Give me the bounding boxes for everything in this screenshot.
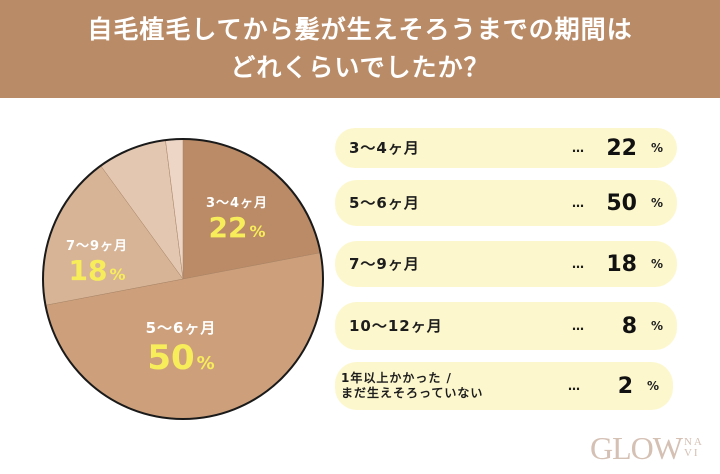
slice-label-7-9-months: 7〜9ヶ月 18% [65,239,129,287]
slice-label-3-4-months: 3〜4ヶ月 22% [205,196,269,244]
legend-row-7-9-months: 7〜9ヶ月 … 18 % [335,241,677,287]
title-line-1: 自毛植毛してから髪が生えそろうまでの期間は [87,15,633,44]
pie-chart: 3〜4ヶ月 22% 7〜9ヶ月 18% 5〜6ヶ月 50% [41,137,325,421]
chart-title-banner: 自毛植毛してから髪が生えそろうまでの期間は どれくらいでしたか？ [0,0,720,98]
legend-row-5-6-months: 5〜6ヶ月 … 50 % [335,180,677,226]
legend-row-3-4-months: 3〜4ヶ月 … 22 % [335,128,677,168]
legend-row-over-1-year: 1年以上かかった / まだ生えそろっていない … 2 % [335,362,673,410]
label-line-1: 1年以上かかった / [341,371,452,385]
slice-label-5-6-months: 5〜6ヶ月 50% [145,319,217,378]
pie-svg [42,138,324,420]
title-line-2: どれくらいでしたか？ [230,53,490,82]
legend-row-10-12-months: 10〜12ヶ月 … 8 % [335,302,677,350]
glow-navi-logo: GLOW NA VI [590,429,704,466]
label-line-2: まだ生えそろっていない [341,386,484,400]
